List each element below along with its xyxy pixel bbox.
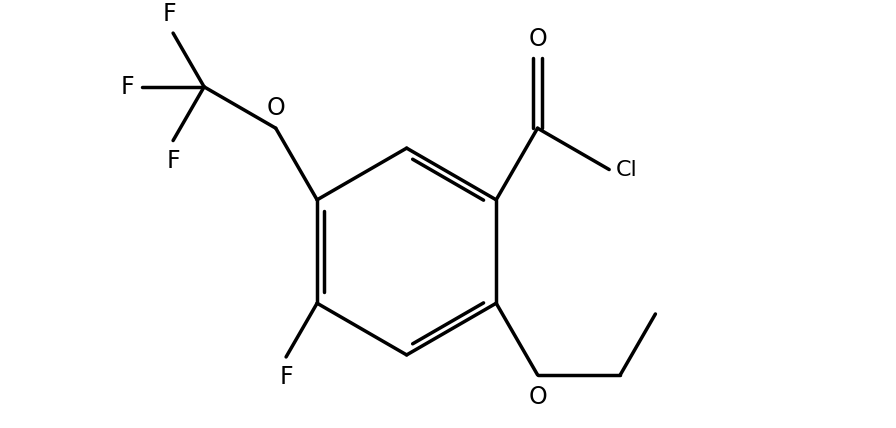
Text: F: F	[162, 3, 176, 27]
Text: O: O	[266, 96, 285, 120]
Text: Cl: Cl	[616, 160, 638, 180]
Text: O: O	[528, 385, 547, 409]
Text: F: F	[120, 75, 134, 99]
Text: F: F	[167, 149, 180, 173]
Text: O: O	[528, 27, 547, 51]
Text: F: F	[280, 365, 293, 389]
